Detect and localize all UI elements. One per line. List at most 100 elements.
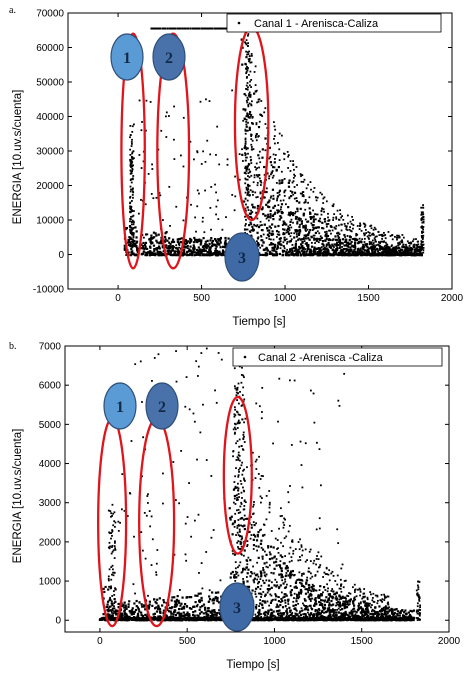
data-point: [283, 524, 286, 526]
data-point: [388, 606, 390, 609]
data-point: [204, 27, 207, 30]
data-point: [345, 250, 347, 253]
data-point: [259, 220, 262, 223]
data-point: [365, 616, 368, 618]
data-point: [338, 602, 342, 605]
data-point: [263, 550, 266, 553]
data-point: [391, 254, 394, 257]
data-point: [270, 232, 273, 235]
data-point: [412, 609, 416, 612]
data-point: [248, 171, 251, 174]
data-point: [132, 223, 135, 226]
data-point: [322, 202, 325, 204]
data-point: [397, 253, 400, 256]
data-point: [246, 560, 249, 562]
data-point: [376, 613, 379, 616]
data-point: [131, 167, 134, 170]
data-point: [239, 542, 242, 545]
data-point: [299, 613, 303, 617]
data-point: [271, 188, 275, 191]
data-point: [248, 111, 251, 113]
data-point: [304, 248, 307, 251]
data-point: [386, 246, 388, 249]
data-point: [268, 175, 271, 178]
data-point: [363, 588, 366, 590]
data-point: [246, 67, 249, 70]
data-point: [357, 606, 360, 608]
data-point: [378, 254, 381, 257]
data-point: [245, 203, 247, 206]
data-point: [279, 240, 282, 243]
data-point: [189, 237, 192, 241]
data-point: [365, 250, 368, 252]
data-point: [234, 428, 237, 431]
data-point: [382, 606, 385, 609]
data-point: [259, 161, 262, 164]
data-point: [180, 237, 183, 240]
data-point: [339, 604, 342, 607]
data-point: [273, 561, 276, 564]
data-point: [248, 60, 250, 63]
data-point: [132, 235, 135, 237]
data-point: [198, 192, 200, 195]
marker-bubble-label: 2: [165, 50, 173, 67]
data-point: [307, 201, 309, 204]
data-point: [213, 609, 216, 612]
data-point: [174, 605, 177, 608]
data-point: [132, 164, 135, 167]
data-point: [370, 224, 373, 227]
data-point: [256, 533, 259, 537]
data-point: [295, 580, 298, 583]
data-point: [244, 182, 247, 185]
data-point: [145, 252, 149, 255]
data-point: [420, 218, 423, 220]
data-point: [106, 603, 109, 606]
data-point: [203, 606, 207, 609]
data-point: [291, 181, 294, 184]
data-point: [337, 603, 340, 606]
data-point: [240, 38, 243, 41]
data-point: [284, 567, 287, 570]
data-point: [326, 234, 330, 238]
data-point: [325, 223, 328, 226]
data-point: [311, 223, 314, 227]
data-point: [380, 607, 383, 610]
data-point: [258, 529, 261, 532]
data-point: [397, 252, 400, 255]
data-point: [282, 211, 284, 214]
data-point: [302, 237, 305, 241]
data-point: [158, 607, 161, 611]
data-point: [195, 27, 198, 30]
data-point: [292, 160, 294, 162]
marker-bubble: [110, 33, 144, 81]
data-point: [283, 191, 286, 194]
data-point: [297, 238, 300, 241]
data-point: [260, 539, 263, 542]
data-point: [341, 245, 343, 248]
data-point: [363, 253, 366, 256]
data-point: [312, 613, 316, 616]
data-point: [169, 606, 172, 610]
data-point: [205, 613, 208, 616]
data-point: [293, 586, 296, 589]
data-point: [186, 254, 189, 257]
data-point: [383, 250, 386, 252]
data-point: [259, 570, 262, 573]
data-point: [384, 607, 387, 609]
data-point: [276, 247, 279, 250]
data-point: [352, 586, 354, 589]
data-point: [314, 238, 317, 241]
data-point: [299, 223, 301, 226]
data-point: [253, 174, 256, 177]
data-point: [284, 599, 287, 602]
data-point: [250, 148, 254, 151]
data-point: [256, 549, 258, 552]
data-point: [259, 578, 262, 580]
data-point: [209, 253, 212, 256]
data-point: [263, 611, 266, 614]
data-point: [264, 223, 266, 226]
data-point: [291, 573, 294, 576]
data-point: [247, 585, 251, 588]
data-point: [232, 428, 235, 431]
data-point: [173, 600, 177, 603]
